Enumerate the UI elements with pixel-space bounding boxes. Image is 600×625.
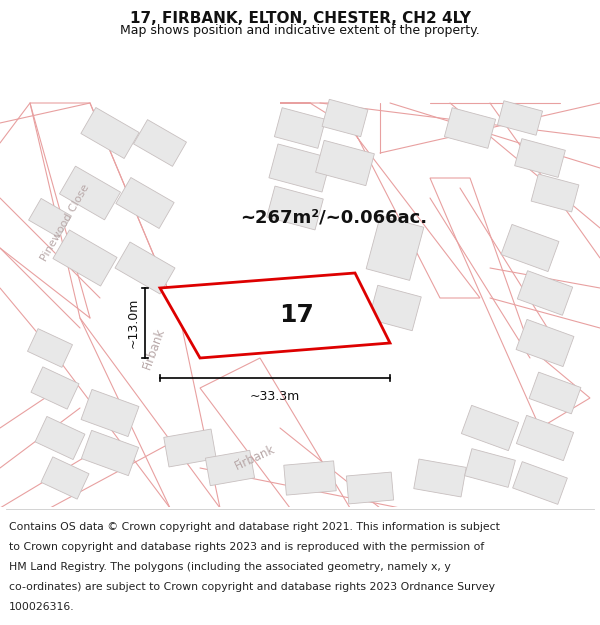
Bar: [274, 107, 326, 148]
Bar: [164, 429, 216, 467]
Bar: [346, 472, 394, 504]
Text: 17, FIRBANK, ELTON, CHESTER, CH2 4LY: 17, FIRBANK, ELTON, CHESTER, CH2 4LY: [130, 11, 470, 26]
Bar: [53, 230, 117, 286]
Bar: [531, 174, 579, 212]
Bar: [529, 372, 581, 414]
Bar: [369, 285, 421, 331]
Bar: [205, 450, 254, 486]
Bar: [497, 101, 542, 135]
Bar: [414, 459, 466, 497]
Text: ~267m²/~0.066ac.: ~267m²/~0.066ac.: [240, 209, 427, 227]
Bar: [29, 198, 71, 238]
Bar: [59, 166, 121, 220]
Text: Contains OS data © Crown copyright and database right 2021. This information is : Contains OS data © Crown copyright and d…: [9, 522, 500, 532]
Bar: [267, 186, 323, 230]
Text: co-ordinates) are subject to Crown copyright and database rights 2023 Ordnance S: co-ordinates) are subject to Crown copyr…: [9, 582, 495, 592]
Bar: [35, 416, 85, 459]
Bar: [366, 216, 424, 281]
Text: ~13.0m: ~13.0m: [127, 298, 140, 348]
Text: Pinewood Close: Pinewood Close: [39, 182, 91, 263]
Text: 17: 17: [279, 304, 314, 328]
Bar: [501, 224, 559, 272]
Bar: [82, 431, 139, 476]
Text: to Crown copyright and database rights 2023 and is reproduced with the permissio: to Crown copyright and database rights 2…: [9, 542, 484, 552]
Bar: [512, 462, 568, 504]
Text: Map shows position and indicative extent of the property.: Map shows position and indicative extent…: [120, 24, 480, 38]
Bar: [515, 139, 565, 178]
Bar: [316, 141, 374, 186]
Text: ~33.3m: ~33.3m: [250, 390, 300, 403]
Bar: [134, 119, 187, 166]
Bar: [31, 367, 79, 409]
Bar: [28, 329, 73, 367]
Bar: [41, 457, 89, 499]
Bar: [322, 99, 368, 137]
Bar: [284, 461, 336, 495]
Text: HM Land Registry. The polygons (including the associated geometry, namely x, y: HM Land Registry. The polygons (includin…: [9, 562, 451, 572]
Polygon shape: [160, 273, 390, 358]
Text: Firbank: Firbank: [140, 326, 167, 371]
Bar: [116, 177, 174, 229]
Bar: [517, 271, 572, 315]
Bar: [461, 406, 518, 451]
Bar: [445, 107, 496, 148]
Text: Firbank: Firbank: [233, 443, 277, 473]
Bar: [81, 107, 139, 159]
Bar: [464, 449, 515, 488]
Bar: [115, 242, 175, 294]
Bar: [81, 389, 139, 437]
Bar: [269, 144, 331, 192]
Bar: [517, 416, 574, 461]
Bar: [516, 319, 574, 367]
Text: 100026316.: 100026316.: [9, 602, 74, 612]
